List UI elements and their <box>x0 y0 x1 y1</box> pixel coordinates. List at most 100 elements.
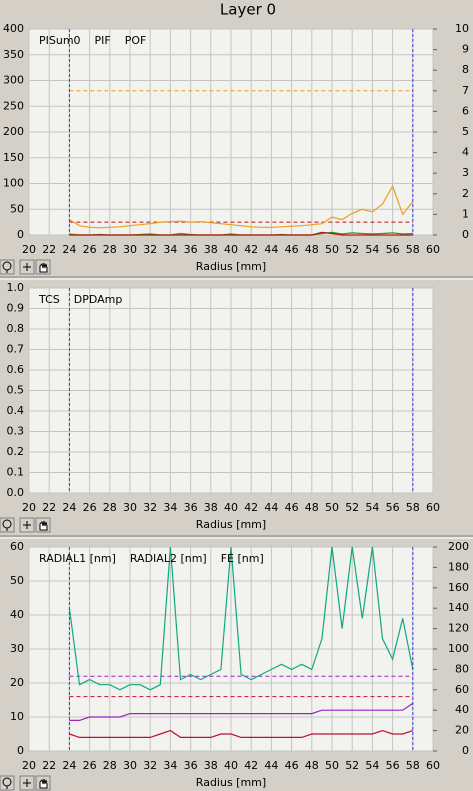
x-tick-label: 56 <box>386 759 400 772</box>
x-tick-label: 26 <box>83 243 97 256</box>
x-tick-label: 20 <box>22 759 36 772</box>
x-tick-label: 32 <box>143 243 157 256</box>
zoom-button[interactable] <box>0 259 15 275</box>
y2-tick-label: 10 <box>455 22 469 35</box>
y-tick-label: 50 <box>10 574 24 587</box>
x-tick-label: 34 <box>163 243 177 256</box>
x-axis-label: Radius [mm] <box>196 776 266 789</box>
y2-tick-label: 3 <box>462 166 469 179</box>
x-tick-label: 26 <box>83 759 97 772</box>
legend-entry: TCS <box>38 293 60 306</box>
icon <box>39 778 48 789</box>
y-tick-label: 20 <box>10 676 24 689</box>
add-button[interactable] <box>19 517 35 533</box>
x-tick-label: 44 <box>264 759 278 772</box>
x-tick-label: 28 <box>103 501 117 514</box>
y-tick-label: 0.2 <box>7 445 25 458</box>
x-tick-label: 48 <box>305 501 319 514</box>
pan-button[interactable] <box>35 775 51 791</box>
x-tick-label: 56 <box>386 501 400 514</box>
y2-tick-label: 7 <box>462 84 469 97</box>
x-tick-label: 36 <box>184 759 198 772</box>
y2-tick-label: 60 <box>455 683 469 696</box>
zoom-button[interactable] <box>0 517 15 533</box>
x-tick-label: 30 <box>123 759 137 772</box>
x-tick-label: 58 <box>406 243 420 256</box>
x-tick-label: 20 <box>22 501 36 514</box>
y-tick-label: 0.1 <box>7 466 25 479</box>
legend-entry: PISum0 <box>39 34 81 47</box>
y-tick-label: 150 <box>3 151 24 164</box>
pan-button[interactable] <box>35 517 51 533</box>
y2-tick-label: 0 <box>462 744 469 757</box>
x-tick-label: 20 <box>22 243 36 256</box>
x-tick-label: 52 <box>345 243 359 256</box>
x-tick-label: 32 <box>143 759 157 772</box>
series-line <box>68 546 414 691</box>
x-tick-label: 24 <box>62 243 76 256</box>
x-tick-label: 30 <box>123 501 137 514</box>
y-tick-label: 30 <box>10 642 24 655</box>
x-tick-label: 40 <box>224 243 238 256</box>
y2-tick-label: 4 <box>462 146 469 159</box>
y-tick-label: 400 <box>3 22 24 35</box>
x-tick-label: 54 <box>365 243 379 256</box>
series-line <box>69 231 413 236</box>
x-tick-label: 42 <box>244 759 258 772</box>
y-tick-label: 0 <box>17 228 24 241</box>
x-tick-label: 46 <box>285 759 299 772</box>
zoom-button[interactable] <box>0 775 15 791</box>
x-tick-label: 48 <box>305 243 319 256</box>
legend-entry: POF <box>125 34 147 47</box>
x-tick-label: 22 <box>42 501 56 514</box>
add-button[interactable] <box>19 259 35 275</box>
legend-entry: RADIAL1 [nm] <box>39 552 116 565</box>
add-button[interactable] <box>19 775 35 791</box>
y2-tick-label: 120 <box>448 622 469 635</box>
y2-tick-label: 40 <box>455 703 469 716</box>
y-tick-label: 60 <box>10 540 24 553</box>
series-line <box>69 702 414 721</box>
x-tick-label: 50 <box>325 501 339 514</box>
x-tick-label: 34 <box>163 501 177 514</box>
y2-tick-label: 80 <box>455 662 469 675</box>
x-tick-label: 42 <box>244 501 258 514</box>
pan-button[interactable] <box>35 259 51 275</box>
x-tick-label: 30 <box>123 243 137 256</box>
window-title: Layer 0 <box>220 1 276 19</box>
x-tick-label: 60 <box>426 501 440 514</box>
y2-tick-label: 180 <box>448 560 469 573</box>
y-tick-label: 0.0 <box>7 486 25 499</box>
x-tick-label: 38 <box>204 501 218 514</box>
x-tick-label: 50 <box>325 759 339 772</box>
x-tick-label: 58 <box>406 501 420 514</box>
y2-tick-label: 1 <box>462 207 469 220</box>
x-tick-label: 24 <box>62 759 76 772</box>
x-tick-label: 50 <box>325 243 339 256</box>
y-tick-label: 350 <box>3 48 24 61</box>
x-tick-label: 60 <box>426 243 440 256</box>
y2-tick-label: 8 <box>462 63 469 76</box>
y-tick-label: 50 <box>10 202 24 215</box>
x-tick-label: 56 <box>386 243 400 256</box>
x-tick-label: 40 <box>224 501 238 514</box>
x-tick-label: 54 <box>365 759 379 772</box>
y2-tick-label: 2 <box>462 187 469 200</box>
x-tick-label: 32 <box>143 501 157 514</box>
x-tick-label: 44 <box>264 501 278 514</box>
x-tick-label: 48 <box>305 759 319 772</box>
y-tick-label: 200 <box>3 125 24 138</box>
x-axis-label: Radius [mm] <box>196 518 266 531</box>
legend-entry: PIF <box>95 34 111 47</box>
x-tick-label: 36 <box>184 243 198 256</box>
x-tick-label: 52 <box>345 759 359 772</box>
x-tick-label: 40 <box>224 759 238 772</box>
x-tick-label: 22 <box>42 759 56 772</box>
toolbar <box>0 517 51 533</box>
y-tick-label: 10 <box>10 710 24 723</box>
y-tick-label: 0.4 <box>7 404 25 417</box>
y-tick-label: 300 <box>3 74 24 87</box>
toolbar <box>0 775 51 791</box>
legend-entry: DPDAmp <box>74 293 123 306</box>
